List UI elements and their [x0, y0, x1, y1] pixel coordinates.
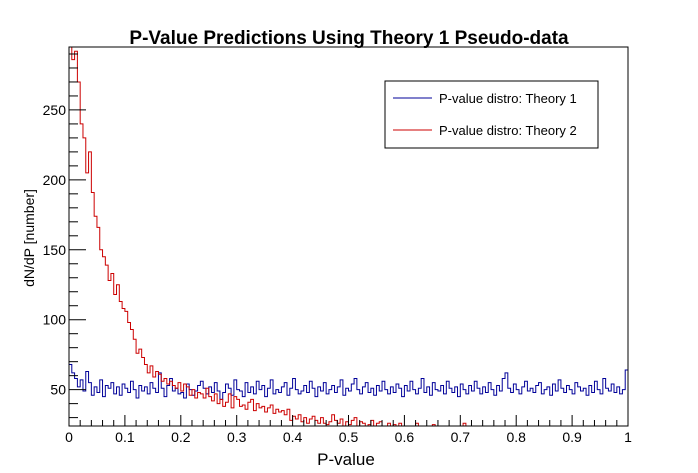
chart-title: P-Value Predictions Using Theory 1 Pseud…: [129, 28, 569, 49]
x-tick-label: 0.5: [339, 429, 359, 445]
y-tick-label: 50: [50, 382, 66, 398]
x-axis: 0 0.1 0.2 0.3 0.4 0.5 0.6 0.7 0.8 0.9 1: [65, 415, 632, 445]
y-tick-label: 100: [43, 312, 67, 328]
y-tick-label: 150: [43, 242, 67, 258]
x-tick-label: 0.9: [562, 429, 582, 445]
x-tick-label: 0: [65, 429, 73, 445]
x-tick-label: 0.4: [283, 429, 303, 445]
legend: P-value distro: Theory 1 P-value distro:…: [384, 80, 599, 149]
x-axis-label: P-value: [317, 450, 375, 469]
legend-label-theory-1: P-value distro: Theory 1: [439, 91, 577, 106]
x-tick-label: 0.2: [171, 429, 191, 445]
y-tick-label: 250: [43, 102, 67, 118]
x-tick-label: 0.3: [227, 429, 247, 445]
y-axis-label: dN/dP [number]: [21, 189, 37, 287]
x-tick-label: 0.1: [115, 429, 135, 445]
y-tick-label: 200: [43, 172, 67, 188]
y-axis: 50 100 150 200 250: [43, 53, 86, 419]
x-tick-label: 0.7: [451, 429, 471, 445]
legend-label-theory-2: P-value distro: Theory 2: [439, 123, 577, 138]
x-tick-label: 1: [624, 429, 632, 445]
legend-box: [384, 80, 599, 149]
x-tick-label: 0.6: [395, 429, 415, 445]
x-tick-label: 0.8: [506, 429, 526, 445]
series-line-theory-1: [69, 363, 628, 400]
